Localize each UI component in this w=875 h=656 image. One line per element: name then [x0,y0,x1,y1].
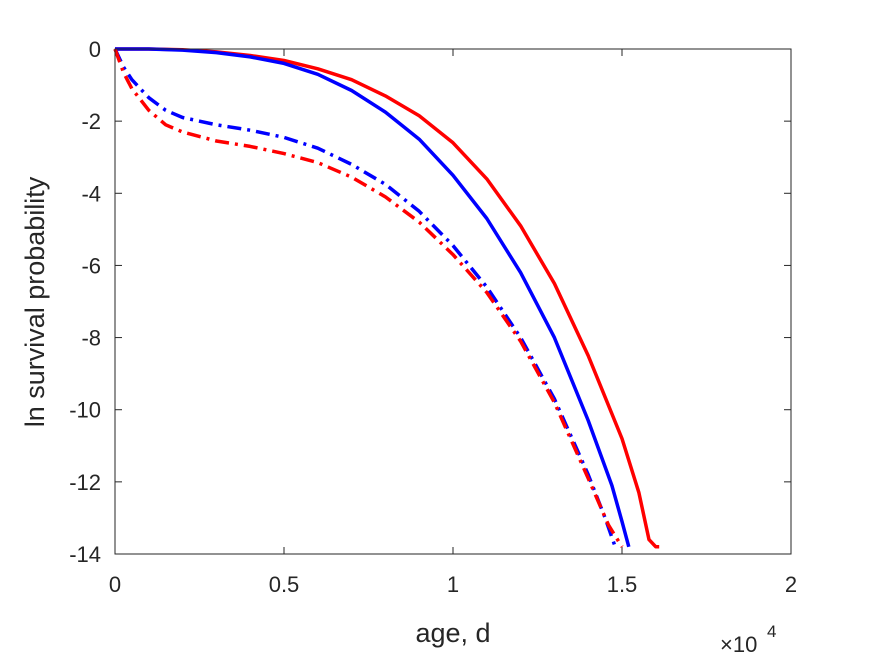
y-tick-label: 0 [89,37,101,62]
y-tick-label: -12 [69,470,101,495]
y-tick-label: -2 [81,109,101,134]
y-axis-label: ln survival probability [20,176,50,427]
series-line-2 [115,47,631,548]
series-line-4 [113,48,624,548]
x-exponent-power: 4 [767,622,776,641]
x-tick-label: 2 [785,572,797,597]
x-tick-label: 0 [109,572,121,597]
y-tick-label: -8 [81,326,101,351]
y-tick-label: -4 [81,181,101,206]
y-tick-label: -6 [81,253,101,278]
y-tick-label: -14 [69,542,101,567]
x-tick-label: 1 [447,572,459,597]
y-tick-label: -10 [69,398,101,423]
series-line-3 [113,48,617,548]
x-tick-label: 0.5 [269,572,300,597]
y-axis-ticks: 0 -2 -4 -6 -8 -10 -12 -14 [69,37,791,567]
x-axis-label: age, d [415,618,490,648]
x-axis-ticks: 0 0.5 1 1.5 2 [109,49,797,597]
x-tick-label: 1.5 [607,572,638,597]
series-layer [113,47,660,549]
x-exponent-multiplier: ×10 [720,632,757,656]
plot-area [115,49,791,554]
